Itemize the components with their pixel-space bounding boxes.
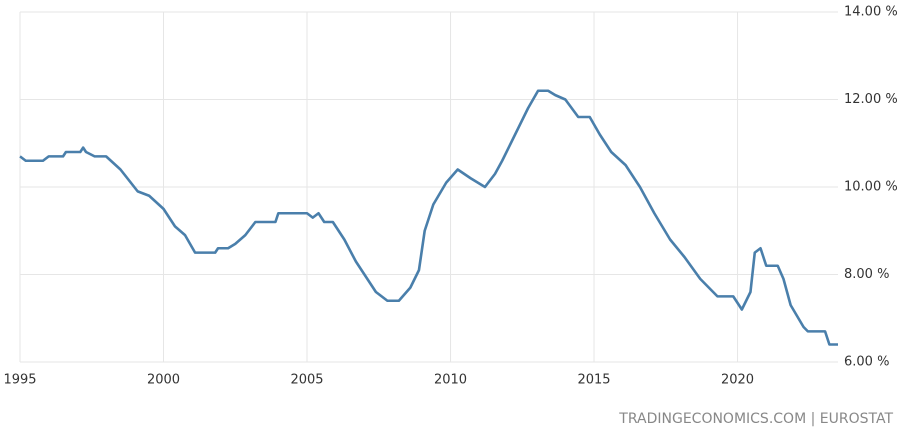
x-tick-label: 2020 (721, 373, 754, 388)
x-tick-label: 2000 (147, 373, 180, 388)
line (19, 89, 838, 346)
x-tick-label: 2015 (577, 373, 610, 388)
x-tick-label: 2005 (290, 373, 323, 388)
y-tick-label: 14.00 % (844, 5, 898, 20)
y-tick-label: 12.00 % (844, 92, 898, 107)
y-tick-label: 6.00 % (844, 355, 889, 370)
x-tick-label: 1995 (3, 373, 36, 388)
y-tick-label: 10.00 % (844, 180, 898, 195)
x-tick-label: 2010 (434, 373, 467, 388)
source: TRADINGECONOMICS.COM | EUROSTAT (618, 411, 893, 427)
y-tick-label: 8.00 % (844, 267, 889, 282)
